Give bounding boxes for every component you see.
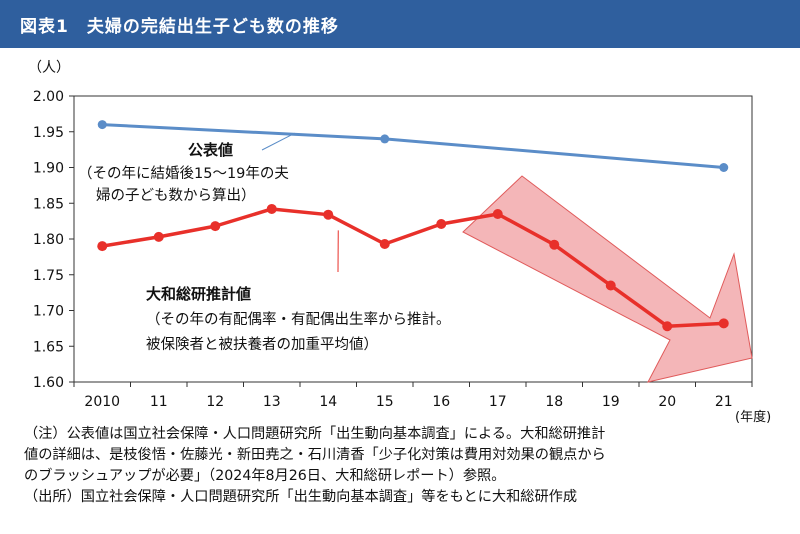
footnote-line: 値の詳細は、是枝俊悟・佐藤光・新田尭之・石川清香「少子化対策は費用対効果の観点か… xyxy=(24,447,606,463)
leader-lines xyxy=(261,132,339,273)
x-tick-label: 2010 xyxy=(84,394,120,410)
estimate-data-point xyxy=(436,218,447,229)
estimate-data-point xyxy=(718,318,729,329)
series-layer xyxy=(97,120,729,332)
x-unit-label: (年度) xyxy=(735,409,771,424)
y-unit-label: （人） xyxy=(28,60,70,76)
figure-title: 図表1 夫婦の完結出生子ども数の推移 xyxy=(20,17,339,37)
y-tick-label: 1.95 xyxy=(33,125,64,141)
footnote-line: （注）公表値は国立社会保障・人口問題研究所「出生動向基本調査」による。大和総研推… xyxy=(24,426,606,442)
estimate-data-point xyxy=(492,208,503,219)
y-tick-label: 1.90 xyxy=(33,161,64,177)
x-tick-label: 18 xyxy=(545,394,563,410)
official-data-point xyxy=(97,120,107,130)
estimate-data-point xyxy=(266,203,277,214)
y-tick-label: 1.60 xyxy=(33,375,64,391)
x-tick-label: 16 xyxy=(432,394,450,410)
official-note-line-2: 婦の子ども数から算出） xyxy=(96,187,256,204)
official-data-point xyxy=(719,163,729,172)
y-tick-label: 1.85 xyxy=(33,196,64,212)
estimate-data-point xyxy=(153,231,164,242)
estimate-data-point xyxy=(97,241,108,252)
y-tick-label: 1.75 xyxy=(33,268,64,284)
y-tick-label: 1.70 xyxy=(33,304,64,320)
trend-arrow xyxy=(462,175,753,383)
x-tick-label: 19 xyxy=(602,394,620,410)
x-tick-label: 12 xyxy=(206,394,224,410)
estimate-data-point xyxy=(605,280,616,291)
official-data-point xyxy=(380,134,390,144)
y-tick-label: 1.65 xyxy=(33,339,64,355)
x-tick-label: 11 xyxy=(150,394,168,410)
x-tick-label: 15 xyxy=(376,394,394,410)
estimate-label: 大和総研推計値 xyxy=(146,285,251,303)
official-note-line-1: （その年に結婚後15～19年の夫 xyxy=(78,165,289,182)
official-leader-line xyxy=(261,132,295,151)
x-tick-label: 13 xyxy=(263,394,281,410)
footnote-line: のブラッシュアップが必要」（2024年8月26日、大和総研レポート）参照。 xyxy=(24,468,506,484)
estimate-note-line-1: （その年の有配偶率・有配偶出生率から推計。 xyxy=(146,311,451,328)
footnotes: （注）公表値は国立社会保障・人口問題研究所「出生動向基本調査」による。大和総研推… xyxy=(24,424,792,508)
x-tick-label: 17 xyxy=(489,394,507,410)
y-tick-label: 2.00 xyxy=(33,89,64,105)
x-tick-label: 20 xyxy=(658,394,676,410)
estimate-data-point xyxy=(379,239,390,250)
estimate-note-line-2: 被保険者と被扶養者の加重平均値） xyxy=(146,335,378,353)
footnote-line: （出所）国立社会保障・人口問題研究所「出生動向基本調査」等をもとに大和総研作成 xyxy=(24,489,578,505)
estimate-data-point xyxy=(662,321,673,332)
x-axis: 2010 11 12 13 14 15 16 17 18 19 20 21 xyxy=(73,382,753,410)
estimate-data-point xyxy=(549,239,560,250)
line-chart: （人） 1.60 1.65 1.70 1.75 1.80 1.85 1.90 1.95 2.00… xyxy=(28,60,771,424)
estimate-data-point xyxy=(323,209,334,220)
y-tick-label: 1.80 xyxy=(33,232,64,248)
official-label: 公表値 xyxy=(188,141,233,159)
estimate-data-point xyxy=(210,221,221,232)
x-tick-label: 14 xyxy=(319,394,337,410)
x-tick-label: 21 xyxy=(715,394,733,410)
figure-header: 図表1 夫婦の完結出生子ども数の推移 xyxy=(0,0,800,48)
estimate-series-line xyxy=(101,207,724,328)
trend-arrow-layer xyxy=(462,175,753,383)
